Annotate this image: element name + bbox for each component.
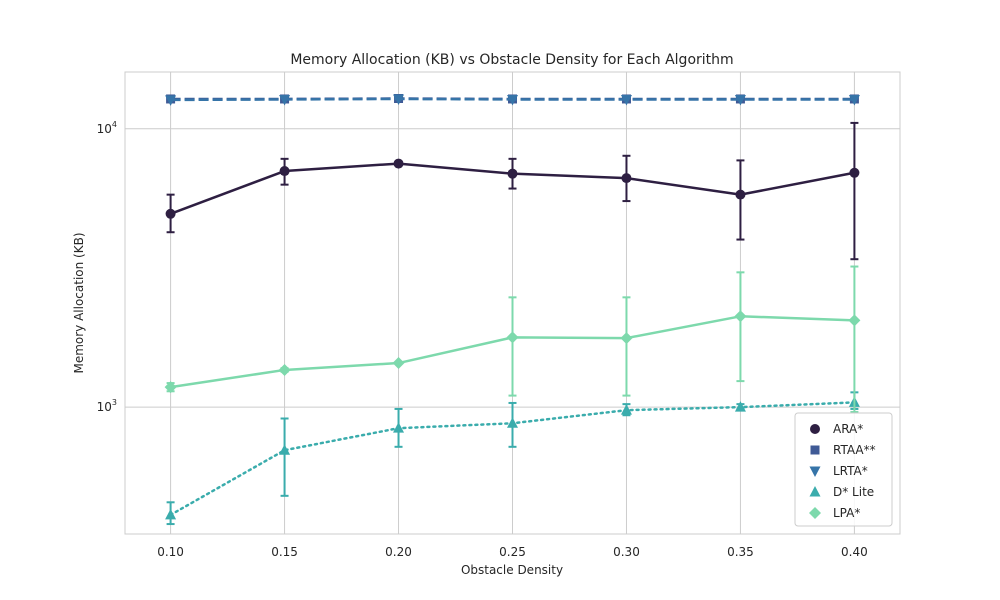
legend: ARA* RTAA** LRTA* D* Lite LPA* [794,412,893,527]
x-tick-label: 0.15 [271,545,298,559]
x-axis-label: Obstacle Density [461,563,563,577]
marker-triangle-down [507,94,518,106]
marker-circle [810,424,820,434]
marker-diamond [809,507,821,519]
legend-label: D* Lite [833,485,874,499]
plot-frame [124,71,901,535]
marker-diamond [620,332,633,345]
marker-diamond [278,363,291,376]
marker-diamond [164,381,177,394]
marker-triangle-down [393,94,405,105]
marker-triangle-down [848,94,860,106]
y-tick-label: 103 [97,398,117,414]
marker-triangle-down [620,94,632,106]
legend-item: ARA* [810,422,863,436]
legend-label: RTAA** [833,443,876,457]
series-lpa- [164,265,861,414]
marker-triangle-up [393,422,405,433]
legend-label: LRTA* [833,464,868,478]
marker-circle [621,173,632,184]
marker-triangle-up [165,508,177,520]
marker-triangle-up [507,417,518,428]
legend-label: ARA* [833,422,863,436]
series-ara- [165,121,860,261]
marker-triangle-down [279,94,291,106]
legend-item: LPA* [809,506,860,520]
marker-triangle-down [809,466,821,477]
marker-triangle-down [734,94,746,106]
legend-item: LRTA* [809,464,868,478]
legend-box [794,412,893,527]
legend-label: LPA* [833,506,860,520]
marker-circle [393,158,404,169]
y-tick-label: 104 [97,120,117,136]
legend-item: D* Lite [809,485,874,499]
marker-square [810,445,820,455]
series-lrta- [165,94,860,106]
marker-diamond [848,314,861,327]
marker-triangle-up [734,401,746,412]
legend-item: RTAA** [810,443,876,457]
x-tick-label: 0.35 [727,545,754,559]
tick-labels: 0.10 0.15 0.20 0.25 0.30 0.35 0.40 103 104 [97,120,868,559]
marker-circle [849,167,860,178]
y-axis-label: Memory Allocation (KB) [72,232,86,373]
marker-triangle-up [279,444,291,455]
marker-circle [165,208,176,219]
marker-diamond [734,310,747,323]
marker-circle [735,189,746,200]
x-tick-label: 0.25 [499,545,526,559]
marker-triangle-up [620,404,632,415]
series-layer [164,93,861,526]
marker-circle [507,168,518,179]
x-tick-label: 0.40 [841,545,868,559]
chart-title: Memory Allocation (KB) vs Obstacle Densi… [290,52,733,68]
x-tick-label: 0.30 [613,545,640,559]
marker-diamond [392,357,405,370]
marker-triangle-up [809,486,821,497]
marker-triangle-down [165,95,177,106]
x-tick-label: 0.20 [385,545,412,559]
x-tick-label: 0.10 [157,545,184,559]
marker-diamond [506,331,519,344]
marker-circle [279,166,290,177]
